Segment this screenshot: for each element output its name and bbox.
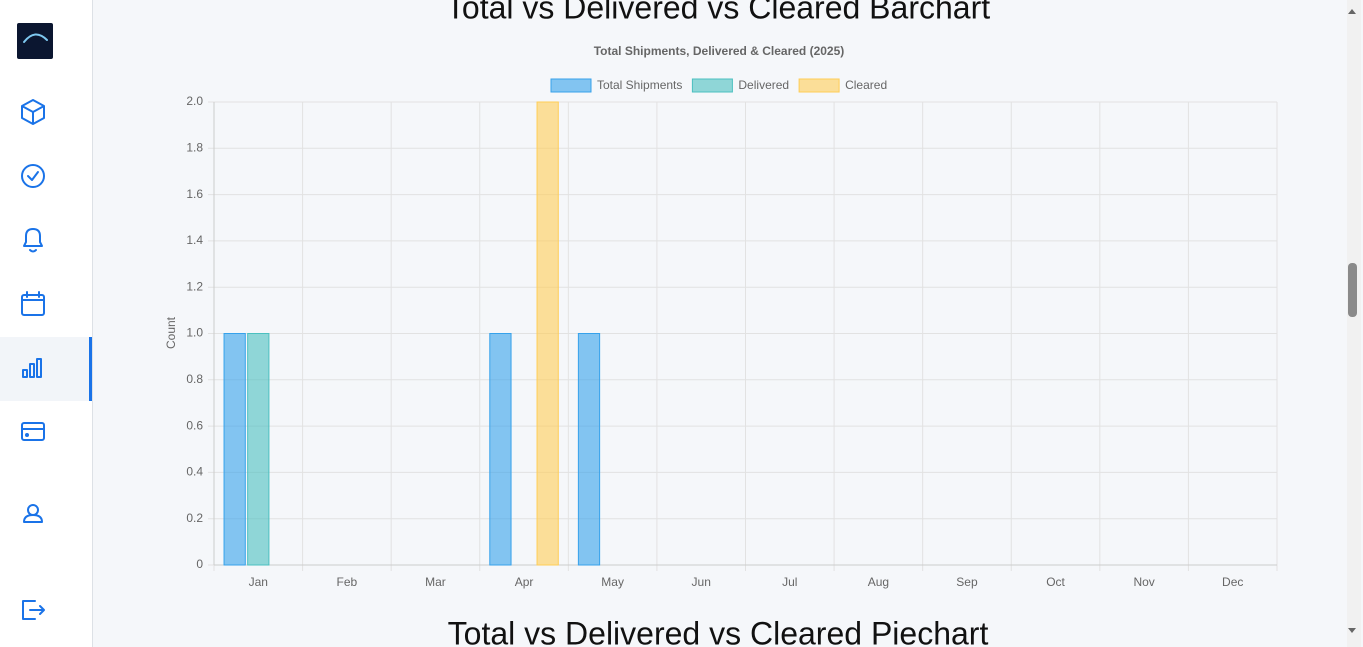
- sidebar-icons: [0, 23, 92, 620]
- y-tick-label: 0.6: [186, 418, 203, 432]
- y-tick-label: 1.6: [186, 187, 203, 201]
- legend-swatch: [798, 78, 840, 93]
- x-tick-label: Sep: [956, 575, 978, 589]
- nav-delivered[interactable]: [21, 164, 45, 188]
- x-tick-label: Mar: [425, 575, 446, 589]
- bar: [489, 333, 512, 566]
- nav-logout[interactable]: [22, 600, 45, 620]
- nav-notifications[interactable]: [23, 228, 43, 253]
- y-tick-label: 1.4: [186, 233, 203, 247]
- nav-active-bg: [0, 337, 89, 401]
- legend-swatch: [691, 78, 733, 93]
- bar: [536, 101, 559, 566]
- bar: [247, 333, 270, 566]
- x-tick-label: Feb: [337, 575, 358, 589]
- scroll-up[interactable]: [1348, 9, 1356, 14]
- logo-mark: [23, 33, 48, 43]
- heading: Total vs Delivered vs Cleared Barchart: [446, 0, 990, 25]
- scrollbar-thumb[interactable]: [1348, 263, 1357, 317]
- y-tick-label: 2.0: [186, 94, 203, 108]
- y-tick-label: 1.8: [186, 140, 203, 154]
- nav-payments[interactable]: [21, 422, 45, 441]
- x-tick-label: Jul: [782, 575, 797, 589]
- nav-reports[interactable]: [22, 358, 42, 378]
- x-tick-label: Jun: [692, 575, 711, 589]
- y-tick-label: 0.2: [186, 511, 203, 525]
- nav-profile[interactable]: [23, 504, 43, 523]
- legend-swatch: [550, 78, 592, 93]
- bar: [223, 333, 246, 566]
- legend-label: Cleared: [845, 78, 887, 92]
- y-tick-label: 0.8: [186, 372, 203, 386]
- chart-title: Total Shipments, Delivered & Cleared (20…: [594, 44, 845, 58]
- nav-active-indicator: [89, 337, 92, 401]
- y-tick-label: 1.0: [186, 326, 203, 340]
- bar: [577, 333, 601, 566]
- x-tick-label: Apr: [515, 575, 534, 589]
- y-tick-label: 1.2: [186, 279, 203, 293]
- logo[interactable]: [17, 23, 53, 59]
- scrollbar[interactable]: [1347, 0, 1361, 647]
- x-tick-label: Dec: [1222, 575, 1243, 589]
- legend-label: Total Shipments: [597, 78, 682, 92]
- x-tick-label: Aug: [868, 575, 889, 589]
- x-tick-label: May: [601, 575, 624, 589]
- scroll-down[interactable]: [1348, 628, 1356, 633]
- x-tick-label: Oct: [1046, 575, 1065, 589]
- nav-shipments[interactable]: [21, 99, 45, 125]
- x-tick-label: Jan: [249, 575, 268, 589]
- y-tick-label: 0: [196, 557, 203, 571]
- nav-calendar[interactable]: [21, 291, 45, 316]
- y-axis-label: Count: [164, 316, 178, 349]
- x-tick-label: Nov: [1133, 575, 1154, 589]
- y-tick-label: 0.4: [186, 465, 203, 479]
- legend-label: Delivered: [738, 78, 789, 92]
- sidebar: [0, 0, 93, 647]
- heading: Total vs Delivered vs Cleared Piechart: [448, 615, 989, 647]
